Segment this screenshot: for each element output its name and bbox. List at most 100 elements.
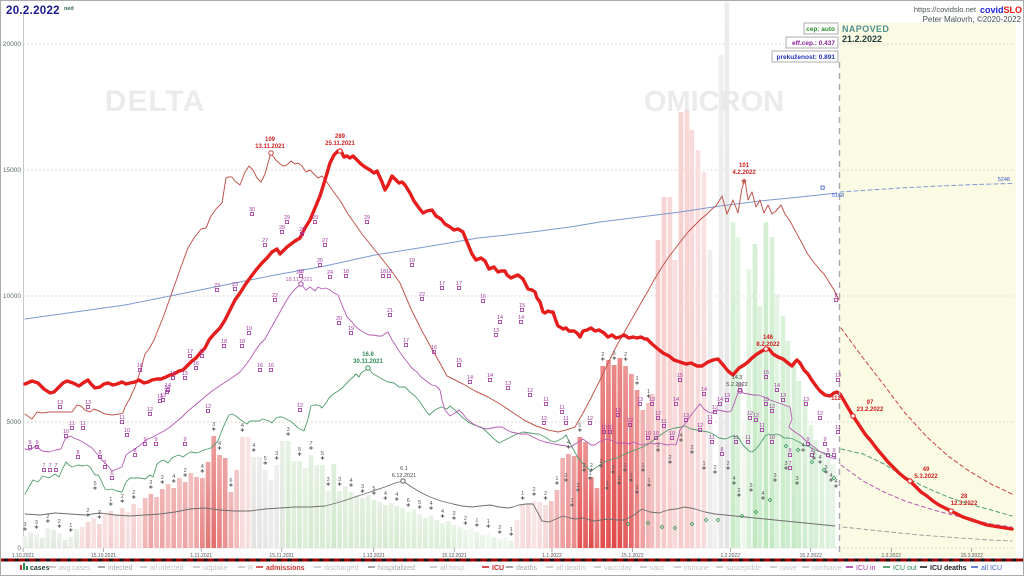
svg-text:5: 5 (372, 486, 375, 492)
svg-text:14: 14 (165, 383, 171, 389)
svg-text:11: 11 (835, 425, 841, 431)
svg-text:16: 16 (193, 361, 199, 367)
svg-text:14: 14 (717, 397, 723, 403)
svg-text:16.6: 16.6 (362, 352, 374, 358)
svg-text:10: 10 (124, 428, 130, 434)
svg-text:97: 97 (867, 400, 874, 406)
svg-text:1: 1 (487, 519, 490, 525)
svg-text:7: 7 (54, 463, 57, 469)
svg-text:1: 1 (647, 389, 650, 395)
svg-text:1.2.2022: 1.2.2022 (721, 553, 741, 559)
svg-text:all ICU: all ICU (981, 565, 1002, 572)
svg-text:3: 3 (23, 522, 26, 528)
svg-text:18: 18 (386, 269, 392, 275)
svg-text:101: 101 (739, 163, 750, 169)
svg-text:14: 14 (467, 375, 473, 381)
svg-text:15: 15 (456, 358, 462, 364)
svg-text:5: 5 (298, 447, 301, 453)
svg-text:4: 4 (829, 473, 832, 479)
svg-text:susceptible: susceptible (726, 565, 761, 572)
svg-text:22: 22 (272, 293, 278, 299)
svg-text:17: 17 (187, 349, 193, 355)
svg-text:11: 11 (563, 416, 569, 422)
svg-text:12: 12 (817, 411, 823, 417)
svg-text:11: 11 (80, 421, 86, 427)
svg-text:1.10.2021: 1.10.2021 (12, 553, 34, 559)
svg-text:1: 1 (605, 481, 608, 487)
svg-text:all deaths: all deaths (556, 565, 586, 572)
svg-text:19: 19 (409, 258, 415, 264)
svg-text:13: 13 (505, 381, 511, 387)
svg-text:14: 14 (774, 383, 780, 389)
svg-text:2: 2 (86, 508, 89, 514)
svg-text:27: 27 (322, 238, 328, 244)
svg-text:49: 49 (923, 467, 930, 473)
svg-text:18: 18 (343, 269, 349, 275)
svg-text:30: 30 (249, 207, 255, 213)
svg-text:146: 146 (763, 335, 774, 341)
svg-text:25.11.2021: 25.11.2021 (325, 141, 355, 147)
svg-text:23.2.2022: 23.2.2022 (857, 407, 884, 413)
svg-text:7: 7 (42, 463, 45, 469)
svg-text:19: 19 (246, 326, 252, 332)
svg-text:4: 4 (430, 501, 433, 507)
svg-text:1: 1 (510, 527, 513, 533)
svg-text:18: 18 (239, 339, 245, 345)
svg-text:16: 16 (257, 363, 263, 369)
svg-text:16: 16 (431, 345, 437, 351)
svg-text:24: 24 (327, 270, 333, 276)
svg-text:deaths: deaths (516, 565, 538, 572)
svg-text:14.3: 14.3 (732, 375, 743, 381)
svg-text:8.2.2022: 8.2.2022 (756, 342, 780, 348)
svg-text:8: 8 (720, 447, 723, 453)
svg-text:7: 7 (788, 461, 791, 467)
svg-text:15: 15 (519, 303, 525, 309)
svg-text:ICU out: ICU out (893, 565, 917, 572)
svg-text:10000: 10000 (3, 293, 21, 300)
svg-text:109: 109 (265, 137, 276, 143)
svg-text:1: 1 (570, 498, 573, 504)
svg-text:3: 3 (35, 520, 38, 526)
svg-text:ICU deaths: ICU deaths (930, 565, 967, 572)
svg-text:NAPOVED: NAPOVED (842, 24, 889, 34)
svg-text:1.3.2022: 1.3.2022 (882, 553, 902, 559)
svg-text:4: 4 (252, 443, 255, 449)
svg-text:28: 28 (299, 227, 305, 233)
svg-text:5248: 5248 (998, 177, 1010, 183)
svg-text:20000: 20000 (3, 41, 21, 48)
svg-text:289: 289 (335, 134, 346, 140)
svg-text:5: 5 (418, 500, 421, 506)
svg-text:22: 22 (419, 292, 425, 298)
svg-text:DELTA: DELTA (105, 85, 206, 118)
svg-text:30.11.2021: 30.11.2021 (353, 359, 383, 365)
svg-text:10: 10 (63, 429, 69, 435)
svg-text:18: 18 (221, 339, 227, 345)
svg-text:6: 6 (229, 478, 232, 484)
svg-text:10: 10 (607, 425, 613, 431)
svg-text:16: 16 (268, 363, 274, 369)
svg-text:14: 14 (701, 387, 707, 393)
svg-text:ned: ned (64, 6, 74, 12)
svg-text:15: 15 (763, 370, 769, 376)
svg-text:2: 2 (629, 473, 632, 479)
svg-text:11: 11 (733, 435, 739, 441)
svg-text:2: 2 (726, 461, 729, 467)
svg-text:4: 4 (801, 443, 804, 449)
svg-text:4: 4 (761, 491, 764, 497)
svg-text:23: 23 (214, 283, 220, 289)
svg-text:9: 9 (788, 448, 791, 454)
svg-text:1: 1 (641, 463, 644, 469)
svg-text:12: 12 (587, 416, 593, 422)
svg-text:3: 3 (824, 465, 827, 471)
svg-text:4: 4 (567, 440, 570, 446)
svg-text:112: 112 (831, 396, 841, 402)
svg-text:eff.cep.: 0.437: eff.cep.: 0.437 (792, 40, 835, 47)
svg-text:5: 5 (93, 481, 96, 487)
svg-text:all hosp.: all hosp. (440, 565, 466, 572)
svg-text:4: 4 (241, 423, 244, 429)
svg-text:vacc: vacc (650, 565, 665, 572)
svg-text:admissions: admissions (266, 565, 305, 572)
svg-text:18: 18 (380, 269, 386, 275)
svg-text:3: 3 (656, 443, 659, 449)
svg-text:12.3.2022: 12.3.2022 (951, 501, 978, 507)
